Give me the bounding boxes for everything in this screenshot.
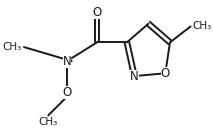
Text: N: N: [63, 55, 71, 68]
Text: CH₃: CH₃: [3, 42, 22, 52]
Text: CH₃: CH₃: [193, 20, 212, 30]
Text: O: O: [92, 6, 102, 19]
Text: N: N: [130, 70, 139, 83]
Text: O: O: [161, 67, 170, 80]
Text: O: O: [62, 86, 72, 98]
Text: CH₃: CH₃: [39, 117, 58, 127]
